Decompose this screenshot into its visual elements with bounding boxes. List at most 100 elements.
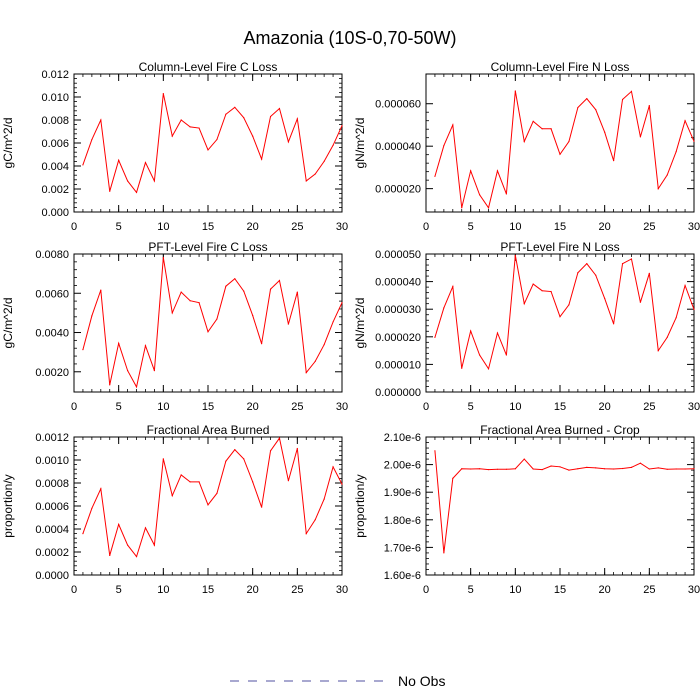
data-point (586, 466, 588, 468)
data-point (109, 190, 111, 192)
data-point (639, 136, 642, 138)
panel-title: Fractional Area Burned (147, 423, 270, 437)
data-point (332, 144, 334, 146)
data-point (314, 360, 316, 362)
data-point (127, 370, 129, 372)
x-tick-label: 30 (688, 401, 700, 413)
y-tick-label: 0.0006 (35, 501, 69, 513)
data-point (461, 468, 463, 470)
y-axis-label: gC/m^2/d (1, 118, 15, 169)
figure-title: Amazonia (10S-0,70-50W) (243, 28, 457, 48)
panel-title: Fractional Area Burned - Crop (480, 423, 640, 437)
x-tick-label: 0 (423, 221, 429, 233)
x-tick-label: 0 (423, 584, 429, 596)
data-point (577, 468, 579, 470)
data-point (621, 263, 624, 265)
x-tick-label: 5 (468, 401, 474, 413)
data-point (180, 119, 182, 121)
y-axis-label: proportion/y (353, 474, 367, 537)
plot-frame (425, 436, 695, 576)
data-point (666, 336, 668, 338)
data-point (261, 343, 263, 345)
data-point (684, 284, 686, 287)
data-point (470, 330, 472, 332)
legend: No Obs1850_134 (230, 673, 445, 689)
data-point (252, 481, 254, 483)
y-tick-label: 0.000040 (375, 277, 421, 289)
data-point (586, 263, 588, 265)
y-tick-label: 2.10e-6 (384, 432, 421, 444)
data-point (568, 140, 570, 143)
data-point (479, 354, 481, 356)
data-point (630, 90, 633, 93)
data-point (532, 468, 534, 470)
data-point (234, 449, 236, 451)
data-point (296, 447, 298, 450)
data-point (487, 207, 490, 209)
y-tick-label: 1.60e-6 (384, 570, 421, 582)
data-point (207, 331, 209, 333)
data-point (243, 290, 245, 292)
data-point (604, 468, 606, 470)
x-tick-label: 15 (202, 584, 214, 596)
data-point (613, 160, 615, 162)
x-tick-label: 20 (599, 584, 611, 596)
data-point (225, 285, 227, 287)
x-tick-label: 25 (643, 221, 655, 233)
data-point (487, 468, 490, 471)
x-tick-label: 30 (688, 221, 700, 233)
data-point (684, 468, 686, 470)
data-point (234, 278, 236, 280)
data-point (487, 368, 490, 370)
y-tick-label: 0.002 (41, 184, 69, 196)
plot-frame (73, 73, 343, 213)
data-point (287, 323, 289, 325)
data-point (109, 384, 111, 386)
x-tick-label: 10 (509, 221, 521, 233)
data-point (550, 128, 552, 130)
data-point (207, 149, 209, 151)
data-point (118, 342, 120, 344)
x-tick-label: 20 (599, 401, 611, 413)
data-point (314, 173, 316, 175)
y-tick-label: 1.70e-6 (384, 542, 421, 554)
data-point (559, 153, 561, 155)
data-point (189, 481, 191, 483)
panel-title: PFT-Level Fire N Loss (500, 240, 619, 254)
y-tick-label: 0.000020 (375, 332, 421, 344)
y-tick-label: 0.000030 (375, 304, 421, 316)
data-point (675, 468, 677, 470)
data-point (657, 467, 659, 469)
x-tick-label: 25 (643, 584, 655, 596)
series-line (434, 450, 695, 553)
data-point (479, 194, 481, 196)
data-point (162, 458, 164, 460)
x-tick-label: 20 (247, 584, 259, 596)
data-point (630, 466, 633, 468)
data-point (162, 92, 164, 95)
data-point (666, 468, 668, 470)
y-tick-label: 0.004 (41, 161, 69, 173)
data-point (648, 468, 650, 470)
series-line (82, 257, 343, 389)
data-point (153, 180, 155, 182)
data-point (332, 466, 334, 468)
data-point (505, 193, 507, 195)
data-point (216, 492, 218, 494)
y-axis-label: gC/m^2/d (1, 298, 15, 349)
data-point (577, 106, 579, 109)
data-point (127, 180, 129, 182)
data-point (296, 291, 298, 293)
data-point (305, 533, 307, 535)
data-point (532, 283, 534, 285)
data-point (657, 350, 659, 352)
data-point (100, 488, 102, 490)
data-point (693, 468, 695, 470)
data-point (198, 127, 200, 129)
x-tick-label: 0 (71, 221, 77, 233)
y-tick-label: 0.000050 (375, 249, 421, 261)
data-point (604, 297, 606, 300)
plot-frame (73, 436, 343, 576)
data-point (675, 317, 677, 319)
data-point (252, 135, 254, 137)
